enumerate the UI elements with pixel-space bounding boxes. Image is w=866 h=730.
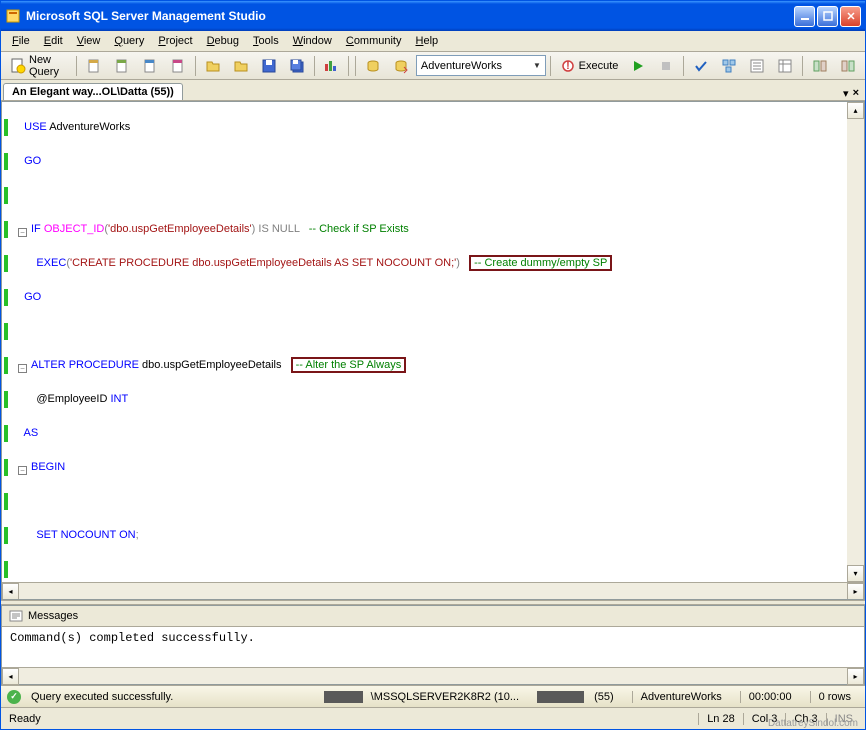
database-combo-value: AdventureWorks xyxy=(421,60,502,72)
document-tab-active[interactable]: An Elegant way...OL\Datta (55)) xyxy=(3,83,183,100)
plan-icon xyxy=(721,58,737,74)
menu-query[interactable]: Query xyxy=(107,33,151,49)
menu-edit[interactable]: Edit xyxy=(37,33,70,49)
query-status-text: Query executed successfully. xyxy=(31,691,314,703)
parse-button[interactable] xyxy=(688,55,714,77)
save-icon xyxy=(261,58,277,74)
scroll-right-icon[interactable]: ▸ xyxy=(847,583,864,600)
debug-button[interactable] xyxy=(625,55,651,77)
intelli-icon xyxy=(812,58,828,74)
scroll-up-icon[interactable]: ▴ xyxy=(847,102,864,119)
tb-activity[interactable] xyxy=(318,55,344,77)
menu-project[interactable]: Project xyxy=(151,33,199,49)
main-window: Microsoft SQL Server Management Studio F… xyxy=(0,0,866,730)
vertical-scrollbar[interactable]: ▴ ▾ xyxy=(847,102,864,582)
file-icon4 xyxy=(170,58,186,74)
menu-view[interactable]: View xyxy=(70,33,108,49)
user-conn: (55) xyxy=(594,691,622,703)
activity-icon xyxy=(323,58,339,74)
connect-icon xyxy=(365,58,381,74)
change-db-icon xyxy=(393,58,409,74)
folder-open-icon xyxy=(205,58,221,74)
query-status-bar: ✓ Query executed successfully. . \MSSQLS… xyxy=(1,685,865,707)
tb-open2[interactable] xyxy=(228,55,254,77)
execute-button[interactable]: ! Execute xyxy=(555,55,624,77)
scroll-down-icon[interactable]: ▾ xyxy=(847,565,864,582)
execute-icon: ! xyxy=(560,58,576,74)
tb-plan[interactable] xyxy=(716,55,742,77)
save-all-icon xyxy=(289,58,305,74)
messages-panel: Messages Command(s) completed successful… xyxy=(1,605,865,685)
tb-new-btn[interactable] xyxy=(81,55,107,77)
messages-scrollbar[interactable]: ◂▸ xyxy=(2,667,864,684)
stop-button[interactable] xyxy=(653,55,679,77)
tb-save[interactable] xyxy=(256,55,282,77)
toolbar-main: New Query AdventureWorks ▼ ! Execute xyxy=(1,52,865,80)
intelli2-icon xyxy=(840,58,856,74)
menubar: File Edit View Query Project Debug Tools… xyxy=(1,31,865,52)
server-name: \MSSQLSERVER2K8R2 (10... xyxy=(363,691,527,703)
tb-btn3[interactable] xyxy=(137,55,163,77)
messages-body[interactable]: Command(s) completed successfully. xyxy=(2,627,864,667)
results-icon xyxy=(777,58,793,74)
folder-icon xyxy=(233,58,249,74)
titlebar-text: Microsoft SQL Server Management Studio xyxy=(26,9,794,23)
exec-time: 00:00:00 xyxy=(740,691,800,703)
maximize-button[interactable] xyxy=(817,6,838,27)
db-name: AdventureWorks xyxy=(632,691,730,703)
document-tabs: An Elegant way...OL\Datta (55)) ▾ × xyxy=(1,80,865,101)
success-icon: ✓ xyxy=(7,690,21,704)
menu-file[interactable]: File xyxy=(5,33,37,49)
horizontal-scrollbar[interactable]: ◂ ▸ xyxy=(2,582,864,599)
file-icon xyxy=(86,58,102,74)
minimize-button[interactable] xyxy=(794,6,815,27)
tab-close-icon[interactable]: × xyxy=(853,87,859,100)
messages-tab[interactable]: Messages xyxy=(2,606,864,627)
execute-label: Execute xyxy=(579,60,619,72)
menu-community[interactable]: Community xyxy=(339,33,409,49)
chevron-down-icon: ▼ xyxy=(533,61,541,70)
tab-dropdown-icon[interactable]: ▾ xyxy=(843,87,849,100)
tb-btn4[interactable] xyxy=(165,55,191,77)
play-icon xyxy=(630,58,646,74)
tb-open[interactable] xyxy=(200,55,226,77)
new-query-label: New Query xyxy=(29,54,67,78)
tb-intelli1[interactable] xyxy=(807,55,833,77)
close-button[interactable] xyxy=(840,6,861,27)
scroll-left-icon[interactable]: ◂ xyxy=(2,583,19,600)
file-icon3 xyxy=(142,58,158,74)
status-ln: Ln 28 xyxy=(698,713,743,725)
tb-options[interactable] xyxy=(744,55,770,77)
tb-btn2[interactable] xyxy=(109,55,135,77)
new-query-button[interactable]: New Query xyxy=(5,51,72,81)
database-combo[interactable]: AdventureWorks ▼ xyxy=(416,55,546,76)
menu-debug[interactable]: Debug xyxy=(200,33,246,49)
tb-saveall[interactable] xyxy=(284,55,310,77)
code-editor[interactable]: USE AdventureWorks GO −IF OBJECT_ID('dbo… xyxy=(2,102,847,582)
check-icon xyxy=(693,58,709,74)
options-icon xyxy=(749,58,765,74)
messages-tab-label: Messages xyxy=(28,610,78,622)
titlebar[interactable]: Microsoft SQL Server Management Studio xyxy=(1,1,865,31)
statusbar: Ready Ln 28 Col 3 Ch 3 INS DattatreySind… xyxy=(1,707,865,729)
svg-text:!: ! xyxy=(566,60,570,72)
file-icon2 xyxy=(114,58,130,74)
app-icon xyxy=(5,8,21,24)
watermark: DattatreySindol.com xyxy=(768,718,858,729)
status-ready: Ready xyxy=(5,713,698,725)
messages-icon xyxy=(8,608,24,624)
tb-connect[interactable] xyxy=(360,55,386,77)
menu-tools[interactable]: Tools xyxy=(246,33,286,49)
tb-intelli2[interactable] xyxy=(835,55,861,77)
menu-help[interactable]: Help xyxy=(409,33,446,49)
editor-area: USE AdventureWorks GO −IF OBJECT_ID('dbo… xyxy=(1,101,865,600)
menu-window[interactable]: Window xyxy=(286,33,339,49)
new-query-icon xyxy=(10,58,26,74)
tb-change[interactable] xyxy=(388,55,414,77)
stop-icon xyxy=(658,58,674,74)
row-count: 0 rows xyxy=(810,691,859,703)
tb-results[interactable] xyxy=(772,55,798,77)
